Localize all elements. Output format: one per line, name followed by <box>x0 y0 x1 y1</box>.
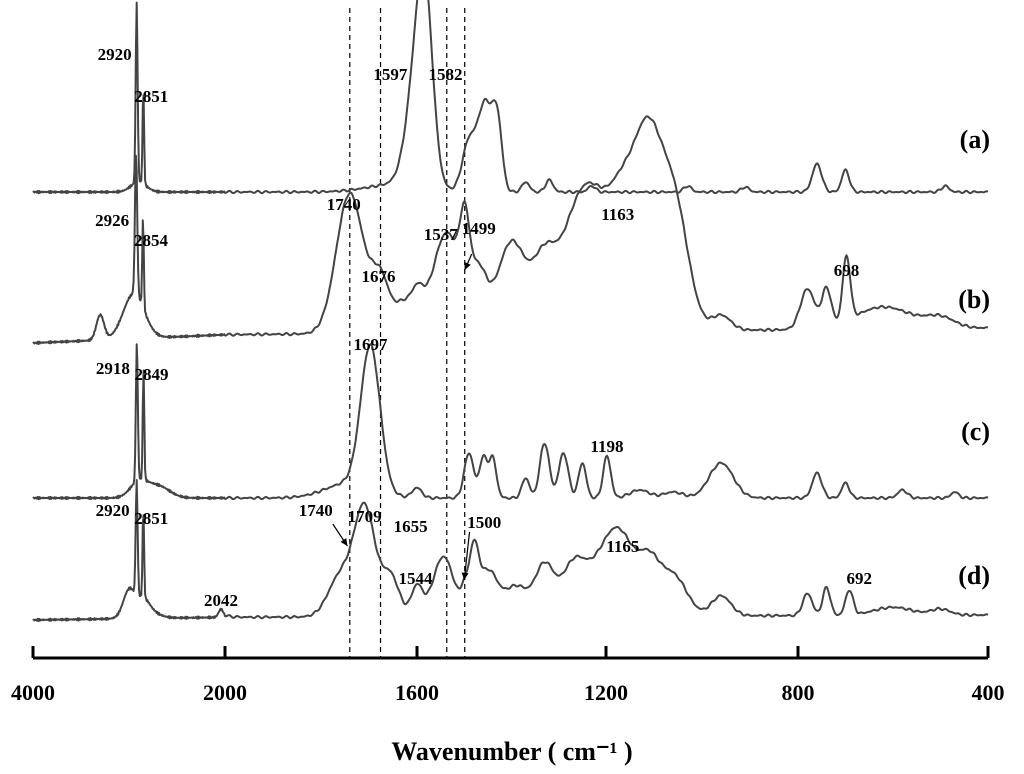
x-axis-label: Wavenumber ( cm⁻¹ ) <box>391 737 632 766</box>
peak-label: 1697 <box>353 335 388 354</box>
spectrum-line-4 <box>32 479 989 623</box>
peak-label: 1582 <box>429 65 463 84</box>
peak-label: 1198 <box>590 437 623 456</box>
peak-label: 1537 <box>424 225 459 244</box>
spectrum-line-1 <box>32 0 989 195</box>
peak-label: 1740 <box>327 195 361 214</box>
x-tick-label: 1200 <box>584 680 628 705</box>
peak-label: 698 <box>834 261 860 280</box>
peak-label: 1544 <box>398 569 433 588</box>
series-label: (d) <box>958 561 990 590</box>
x-tick-label: 800 <box>782 680 815 705</box>
peak-label: 2851 <box>134 87 168 106</box>
peak-label: 1709 <box>348 507 382 526</box>
series-label: (c) <box>961 417 990 446</box>
peak-label: 1597 <box>373 65 408 84</box>
peak-arrow-head <box>340 538 348 546</box>
x-tick-label: 4000 <box>11 680 55 705</box>
peak-label: 1499 <box>462 219 496 238</box>
peak-label: 1165 <box>606 537 639 556</box>
series-label: (b) <box>958 285 990 314</box>
peak-label: 2849 <box>134 365 168 384</box>
peak-label: 2851 <box>134 509 168 528</box>
peak-label: 1655 <box>394 517 428 536</box>
peak-label: 1163 <box>601 205 634 224</box>
peak-label: 2920 <box>96 501 130 520</box>
peak-label: 2042 <box>204 591 238 610</box>
peak-arrow <box>463 531 471 581</box>
peak-label: 692 <box>847 569 873 588</box>
series-label: (a) <box>960 125 990 154</box>
peak-label: 2920 <box>98 45 132 64</box>
peak-arrow-head <box>461 572 469 580</box>
peak-label: 2918 <box>96 359 130 378</box>
peak-label: 1500 <box>467 513 501 532</box>
peak-label: 2926 <box>95 211 129 230</box>
spectrum-line-3 <box>32 343 989 501</box>
x-tick-label: 1600 <box>395 680 439 705</box>
peak-arrow-head <box>464 262 471 270</box>
peak-label: 1676 <box>362 267 396 286</box>
peak-label: 1740 <box>299 501 333 520</box>
peak-label: 2854 <box>134 231 169 250</box>
x-tick-label: 2000 <box>203 680 247 705</box>
x-tick-label: 400 <box>972 680 1005 705</box>
spectrum-line-2 <box>32 115 989 345</box>
